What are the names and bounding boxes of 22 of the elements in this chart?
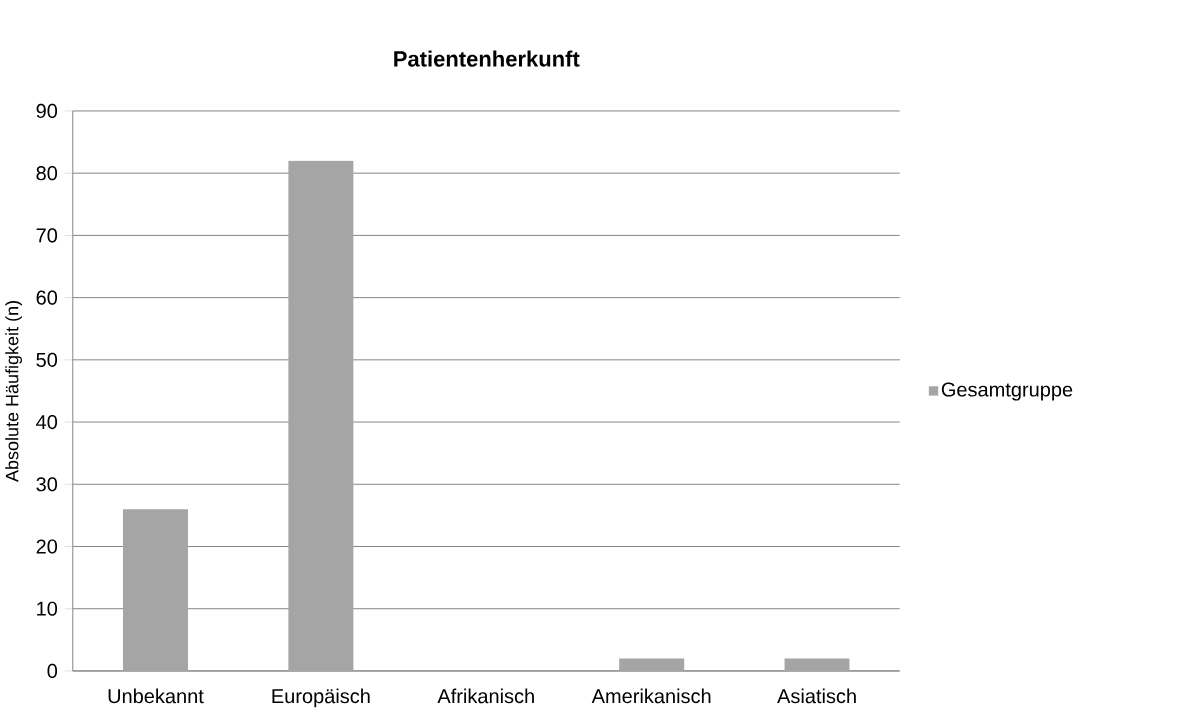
bar — [784, 658, 850, 671]
chart-title: Patientenherkunft — [394, 50, 580, 67]
x-tick-label: Amerikanisch — [591, 688, 711, 704]
y-tick-label: 80 — [36, 166, 58, 181]
y-tick-label: 10 — [37, 601, 58, 616]
bar — [122, 509, 188, 671]
y-tick-label: 30 — [36, 477, 58, 492]
y-tick-label: 20 — [36, 539, 58, 554]
y-tick-label: 50 — [36, 352, 58, 367]
y-tick-label: 60 — [36, 290, 58, 305]
x-tick-label: Unbekannt — [108, 688, 204, 704]
y-tick-label: 70 — [36, 228, 58, 243]
bar — [619, 658, 685, 671]
x-tick-label: Afrikanisch — [437, 688, 534, 704]
x-tick-label: Asiatisch — [777, 688, 856, 704]
y-tick-label: 40 — [36, 414, 58, 430]
bar — [288, 160, 354, 671]
y-tick-label: 90 — [36, 103, 58, 119]
y-tick-label: 0 — [47, 663, 58, 679]
x-tick-label: Europäisch — [272, 688, 370, 708]
legend-label: Gesamtgruppe — [941, 382, 1073, 401]
y-axis-title: Absolute Häufigkeit (n) — [5, 301, 23, 482]
